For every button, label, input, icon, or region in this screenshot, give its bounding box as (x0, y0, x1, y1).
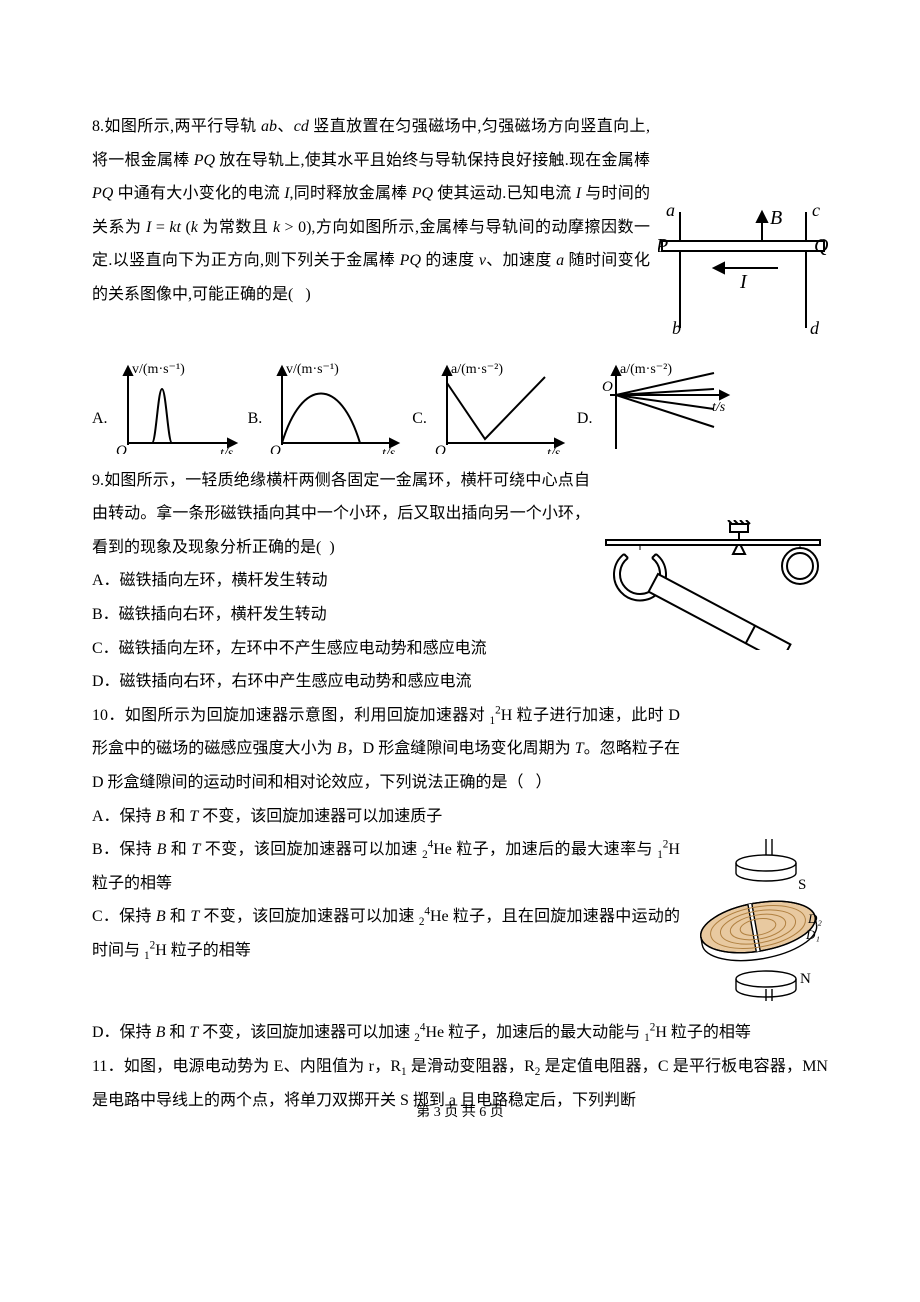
q10-stem: 10．如图所示为回旋加速器示意图，利用回旋加速器对 12H 粒子进行加速，此时 … (92, 699, 828, 800)
q8-graph-a: v/(m·s⁻¹) t/s O (112, 359, 242, 454)
svg-text:t/s: t/s (382, 446, 396, 454)
svg-text:t/s: t/s (220, 446, 234, 454)
q8-option-d: D. a/(m·s⁻²) t/s O (577, 359, 737, 454)
svg-text:a/(m·s⁻²): a/(m·s⁻²) (451, 362, 503, 377)
svg-text:t/s: t/s (712, 400, 726, 415)
question-10: S N D₂ D₁ 10．如图所示为回旋加速器示意图，利用回旋加速器对 12H … (92, 699, 828, 1050)
q8-graph-d: a/(m·s⁻²) t/s O (596, 359, 736, 454)
q8-graph-c: a/(m·s⁻²) t/s O (431, 359, 571, 454)
q8-circuit-diagram: a c b d P Q B I (658, 200, 828, 353)
q8-option-a: A. v/(m·s⁻¹) t/s O (92, 359, 242, 454)
svg-text:D₂: D₂ (807, 911, 822, 926)
svg-text:S: S (798, 877, 806, 893)
svg-text:v/(m·s⁻¹): v/(m·s⁻¹) (132, 362, 185, 377)
option-label: D. (577, 402, 593, 454)
svg-text:P: P (658, 235, 668, 257)
q8-graph-b: v/(m·s⁻¹) t/s O (266, 359, 406, 454)
svg-text:a/(m·s⁻²): a/(m·s⁻²) (620, 362, 672, 377)
svg-text:N: N (800, 971, 811, 987)
svg-text:d: d (810, 318, 820, 338)
svg-text:t/s: t/s (547, 446, 561, 454)
svg-text:c: c (812, 200, 820, 220)
q10-diagram: S N D₂ D₁ (688, 829, 828, 1017)
svg-text:O: O (602, 379, 613, 395)
svg-text:Q: Q (814, 235, 828, 257)
q8-option-c: C. a/(m·s⁻²) t/s O (412, 359, 571, 454)
svg-text:O: O (435, 443, 446, 454)
q10-option-d: D．保持 B 和 T 不变，该回旋加速器可以加速 24He 粒子，加速后的最大动… (92, 1016, 828, 1050)
q9-diagram (598, 520, 828, 663)
svg-text:b: b (672, 318, 681, 338)
option-label: B. (248, 402, 263, 454)
q9-option-d: D．磁铁插向右环，右环中产生感应电动势和感应电流 (92, 665, 828, 699)
option-label: A. (92, 402, 108, 454)
option-label: C. (412, 402, 427, 454)
svg-text:a: a (666, 200, 675, 220)
question-8: a c b d P Q B I 8.如图所示,两平行导轨 ab、cd 竖直放置在… (92, 110, 828, 454)
svg-text:O: O (116, 443, 127, 454)
svg-text:I: I (739, 271, 748, 293)
svg-text:O: O (270, 443, 281, 454)
question-9: 9.如图所示，一轻质绝缘横杆两侧各固定一金属环，横杆可绕中心点自由转动。拿一条形… (92, 464, 828, 699)
svg-text:D₁: D₁ (805, 927, 820, 942)
page-footer: 第 3 页 共 6 页 (0, 1098, 920, 1127)
q8-options: A. v/(m·s⁻¹) t/s O B. (92, 359, 828, 454)
svg-text:B: B (770, 207, 782, 229)
q8-option-b: B. v/(m·s⁻¹) t/s O (248, 359, 407, 454)
svg-text:v/(m·s⁻¹): v/(m·s⁻¹) (286, 362, 339, 377)
